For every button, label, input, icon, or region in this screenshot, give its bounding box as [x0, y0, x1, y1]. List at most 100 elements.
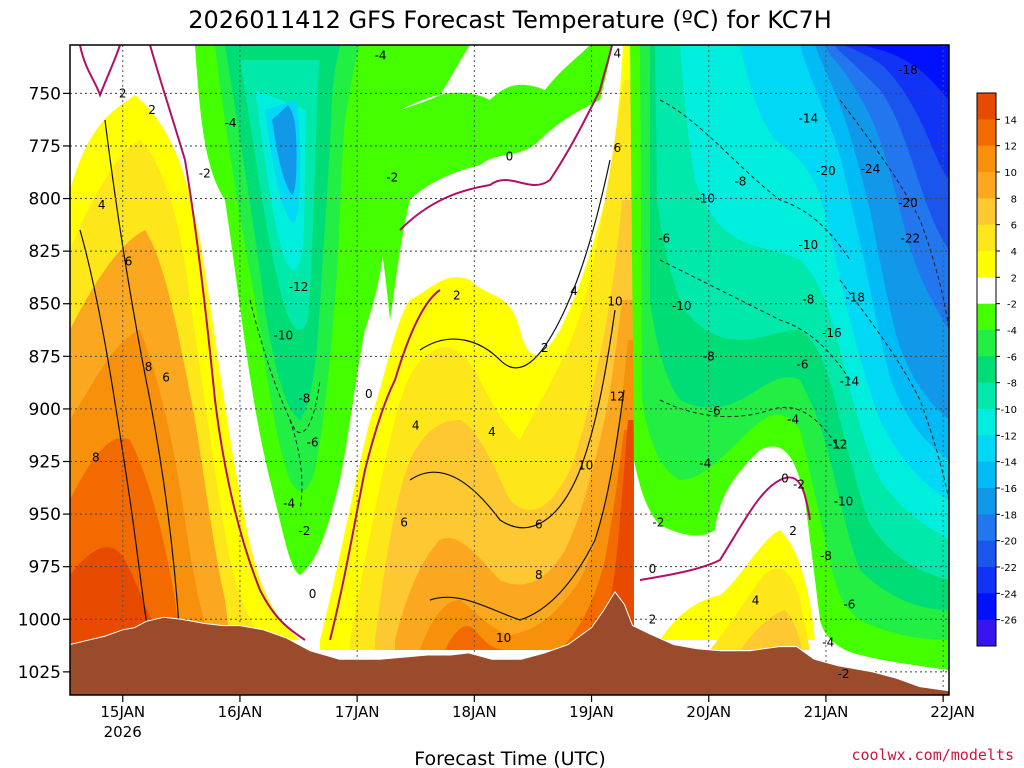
colorbar-label: -22 — [1001, 563, 1017, 574]
contour-label: -10 — [799, 238, 819, 252]
colorbar-label: -8 — [1007, 379, 1017, 390]
contour-label: 0 — [365, 387, 373, 401]
contour-label: -14 — [840, 375, 860, 389]
contour-label: 10 — [607, 295, 622, 309]
contour-dashed-20jan-b — [659, 259, 851, 381]
colorbar-label: 8 — [1011, 194, 1017, 205]
contour-label: 4 — [412, 419, 420, 433]
colorbar-segment — [977, 593, 996, 621]
contour-label: -8 — [703, 349, 715, 363]
field-warm-19jan-14c — [600, 420, 634, 650]
x-tick-label: 15JAN — [100, 703, 145, 721]
contour-label: 4 — [614, 46, 622, 60]
contour-0c-15jan — [79, 45, 121, 98]
colorbar-label: -4 — [1007, 326, 1017, 337]
contour-label: -6 — [843, 598, 855, 612]
field-warm-20jan-6c — [740, 610, 802, 650]
contour-label: -6 — [658, 232, 670, 246]
contour-label: -8 — [734, 175, 746, 189]
contour-label: -12 — [828, 438, 848, 452]
contour-label: -4 — [822, 635, 834, 649]
colorbar-segment — [977, 619, 996, 647]
field-cold-16jan-minus16c — [272, 105, 297, 195]
contour-label: -6 — [797, 358, 809, 372]
colorbar-label: -16 — [1001, 484, 1017, 495]
colorbar-segment — [977, 224, 996, 252]
contour-label: -10 — [695, 192, 715, 206]
colorbar-label: -20 — [1001, 537, 1017, 548]
contour-label: -20 — [898, 196, 918, 210]
contour-label: -8 — [820, 549, 832, 563]
contour-0c-17jan — [329, 289, 441, 641]
contour-dashed-16jan-a — [289, 419, 303, 511]
contour-label: 2 — [789, 524, 797, 538]
contour-label: -2 — [298, 524, 310, 538]
contour-label: -4 — [225, 116, 237, 130]
contour-label: -10 — [834, 494, 854, 508]
temperature-fields — [70, 45, 949, 670]
contour-label: -14 — [799, 112, 819, 126]
colorbar-label: -26 — [1001, 616, 1017, 627]
contour-label: 8 — [535, 568, 543, 582]
colorbar-segment — [977, 409, 996, 436]
contour-dashed-20jan-c — [659, 399, 841, 451]
field-warm-18jan-6c — [375, 200, 634, 650]
contour-label: -18 — [845, 290, 865, 304]
y-tick-label: 750 — [29, 84, 61, 104]
contour-label: 2 — [541, 341, 549, 355]
contour-label: -4 — [375, 49, 387, 63]
contour-label: -8 — [298, 391, 310, 405]
colorbar-segment — [977, 198, 996, 226]
contour-label: -16 — [822, 326, 842, 340]
colorbar: 14 12 10 8 6 4 2 -2 -4 -6 -8 -10 -12 -14 -16 -18 -20 -22 -… — [976, 92, 1017, 647]
contour-dashed-20jan-a — [659, 99, 851, 261]
field-cold-21jan-minus24c — [845, 45, 949, 180]
contour-15jan-b — [79, 229, 151, 641]
contour-label: -4 — [699, 457, 711, 471]
terrain-surface — [70, 591, 949, 695]
contour-label: 4 — [488, 425, 496, 439]
colorbar-segment — [977, 514, 996, 542]
chart-title: 2026011412 GFS Forecast Temperature (ºC)… — [188, 6, 832, 34]
contour-label: -10 — [273, 328, 293, 342]
y-axis: 750 775 800 825 850 875 900 925 950 975 1000 1025 — [18, 84, 70, 683]
field-near-zero-17jan — [400, 45, 590, 110]
colorbar-frame — [976, 92, 997, 647]
x-tick-label: 16JAN — [218, 703, 263, 721]
contour-label: -12 — [289, 280, 309, 294]
colorbar-label: 14 — [1004, 115, 1017, 126]
contour-label: 2 — [119, 86, 127, 100]
contour-label: 6 — [162, 370, 170, 384]
colorbar-segment — [977, 251, 996, 278]
contour-label: 10 — [496, 631, 511, 645]
y-tick-label: 1025 — [18, 663, 61, 683]
colorbar-segment — [977, 145, 996, 173]
contour-18jan-b — [409, 309, 616, 529]
x-axis-label: Forecast Time (UTC) — [414, 748, 605, 768]
contour-label: -20 — [816, 164, 836, 178]
contour-lines — [79, 45, 949, 641]
y-tick-label: 1000 — [18, 610, 61, 630]
colorbar-label: 6 — [1011, 221, 1017, 232]
contour-label: 0 — [309, 587, 317, 601]
contour-label: 0 — [649, 562, 657, 576]
contour-label: -8 — [802, 293, 814, 307]
contour-label: 0 — [781, 471, 789, 485]
contour-label: 2 — [649, 612, 657, 626]
contour-label: -6 — [307, 436, 319, 450]
colorbar-segment — [977, 330, 996, 357]
colorbar-label: -2 — [1007, 300, 1017, 311]
colorbar-label: 2 — [1011, 273, 1017, 284]
contour-dashed-16jan-b — [249, 299, 321, 433]
colorbar-segment — [977, 461, 996, 489]
contour-label: -2 — [199, 166, 211, 180]
x-tick-label: 17JAN — [335, 703, 380, 721]
colorbar-segment — [977, 277, 996, 305]
x-tick-label: 18JAN — [452, 703, 497, 721]
contour-0c-20jan — [639, 476, 811, 581]
colorbar-label: -14 — [1001, 458, 1017, 469]
contour-label: 6 — [400, 516, 408, 530]
y-tick-label: 800 — [29, 190, 61, 210]
